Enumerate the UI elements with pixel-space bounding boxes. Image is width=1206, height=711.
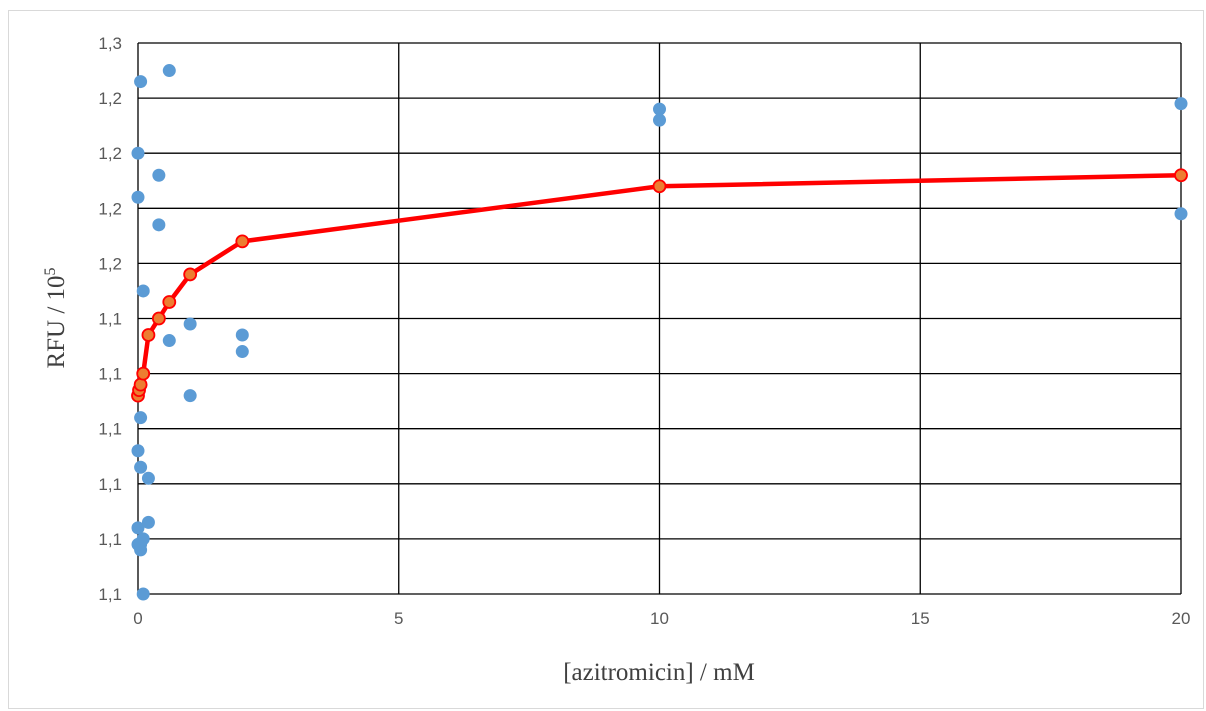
scatter-point (162, 334, 176, 348)
scatter-point (136, 532, 150, 546)
scatter-point (653, 102, 666, 116)
x-tick-label: 0 (133, 609, 142, 628)
scatter-point (131, 521, 145, 535)
fit-marker (652, 179, 667, 194)
grid-layer (137, 42, 1182, 595)
scatter-point (141, 471, 155, 485)
y-axis-title-text: RFU / 10 (43, 275, 70, 368)
fit-marker (151, 311, 166, 326)
scatter-point (131, 444, 145, 458)
scatter-point (653, 113, 666, 127)
y-axis-title: RFU / 105 (42, 267, 70, 368)
scatter-point (134, 411, 148, 425)
scatter-point (136, 587, 150, 601)
y-tick-label: 1,1 (98, 310, 122, 329)
x-tick-label: 10 (650, 609, 669, 628)
y-tick-label: 1,1 (98, 475, 122, 494)
scatter-point (141, 515, 155, 529)
fit-marker (183, 267, 198, 282)
scatter-point (136, 284, 150, 298)
fit-line-series (131, 168, 1188, 403)
scatter-point (183, 389, 197, 403)
scatter-point (183, 317, 197, 331)
y-tick-label: 1,1 (98, 530, 122, 549)
scatter-point (152, 168, 166, 182)
y-tick-label: 1,1 (98, 420, 122, 439)
scatter-point (162, 64, 176, 78)
x-axis-title: [azitromicin] / mM (563, 659, 755, 686)
scatter-point (235, 345, 249, 359)
x-tick-labels: 0 5 10 15 20 (133, 609, 1190, 628)
y-tick-label: 1,1 (98, 585, 122, 604)
y-axis-title-superscript: 5 (42, 267, 59, 275)
y-tick-label: 1,2 (98, 254, 122, 273)
scatter-point (134, 75, 148, 89)
scatter-point (134, 460, 148, 474)
x-tick-label: 5 (394, 609, 403, 628)
scatter-series (131, 64, 1188, 601)
x-tick-label: 20 (1172, 609, 1191, 628)
scatter-point (235, 328, 249, 342)
scatter-point (1174, 97, 1188, 111)
y-tick-labels: 1,1 1,1 1,1 1,1 1,1 1,1 1,2 1,2 1,2 1,2 1,3 (98, 34, 122, 604)
fit-marker (235, 234, 250, 249)
fit-marker (141, 328, 156, 342)
y-tick-label: 1,1 (98, 365, 122, 384)
fit-marker (133, 377, 148, 392)
scatter-point (152, 218, 166, 232)
chart-frame (8, 10, 1204, 709)
y-tick-label: 1,2 (98, 144, 122, 163)
scatter-point (1174, 207, 1188, 221)
x-tick-label: 15 (911, 609, 930, 628)
scatter-point (131, 190, 145, 204)
fit-marker (136, 366, 151, 381)
fit-marker (162, 295, 177, 309)
fit-marker (1174, 168, 1188, 183)
y-tick-label: 1,2 (98, 199, 122, 218)
y-tick-label: 1,3 (98, 34, 122, 53)
scatter-point (131, 146, 145, 160)
y-tick-label: 1,2 (98, 89, 122, 108)
